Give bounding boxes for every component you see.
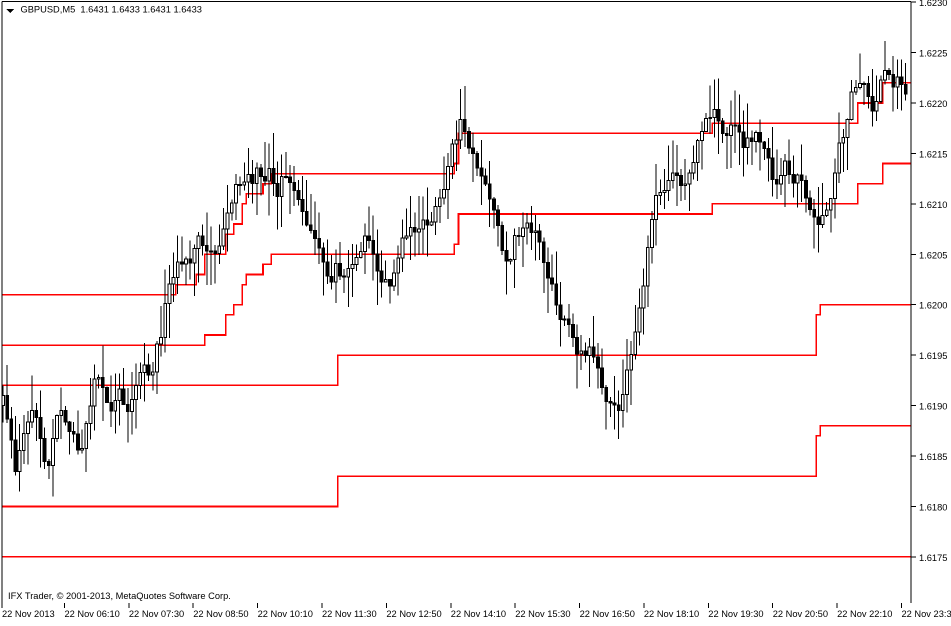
svg-text:1.6205: 1.6205 <box>919 250 947 260</box>
svg-text:1.6210: 1.6210 <box>919 200 947 210</box>
svg-text:22 Nov 2013: 22 Nov 2013 <box>2 609 55 619</box>
svg-text:1.6195: 1.6195 <box>919 351 947 361</box>
svg-text:22 Nov 15:30: 22 Nov 15:30 <box>515 609 570 619</box>
svg-text:1.6175: 1.6175 <box>919 553 947 563</box>
svg-text:1.6180: 1.6180 <box>919 502 947 512</box>
svg-text:22 Nov 12:50: 22 Nov 12:50 <box>386 609 441 619</box>
svg-text:1.6225: 1.6225 <box>919 49 947 59</box>
svg-text:22 Nov 22:10: 22 Nov 22:10 <box>837 609 892 619</box>
svg-text:1.6190: 1.6190 <box>919 402 947 412</box>
svg-text:22 Nov 23:30: 22 Nov 23:30 <box>902 609 951 619</box>
svg-text:1.6200: 1.6200 <box>919 301 947 311</box>
svg-text:22 Nov 16:50: 22 Nov 16:50 <box>580 609 635 619</box>
svg-text:1.6185: 1.6185 <box>919 452 947 462</box>
svg-text:22 Nov 20:50: 22 Nov 20:50 <box>773 609 828 619</box>
svg-text:22 Nov 11:30: 22 Nov 11:30 <box>322 609 377 619</box>
svg-text:1.6220: 1.6220 <box>919 99 947 109</box>
svg-text:1.6215: 1.6215 <box>919 149 947 159</box>
svg-text:IFX Trader, © 2001-2013, MetaQ: IFX Trader, © 2001-2013, MetaQuotes Soft… <box>8 591 231 601</box>
svg-text:22 Nov 18:10: 22 Nov 18:10 <box>644 609 699 619</box>
svg-text:22 Nov 10:10: 22 Nov 10:10 <box>258 609 313 619</box>
svg-text:GBPUSD,M5 1.6431 1.6433 1.643: GBPUSD,M5 1.6431 1.6433 1.6431 1.6433 <box>21 5 202 15</box>
svg-text:22 Nov 08:50: 22 Nov 08:50 <box>193 609 248 619</box>
svg-text:22 Nov 19:30: 22 Nov 19:30 <box>708 609 763 619</box>
svg-text:22 Nov 06:10: 22 Nov 06:10 <box>65 609 120 619</box>
svg-text:22 Nov 07:30: 22 Nov 07:30 <box>129 609 184 619</box>
svg-text:22 Nov 14:10: 22 Nov 14:10 <box>451 609 506 619</box>
svg-text:1.6230: 1.6230 <box>919 0 947 8</box>
